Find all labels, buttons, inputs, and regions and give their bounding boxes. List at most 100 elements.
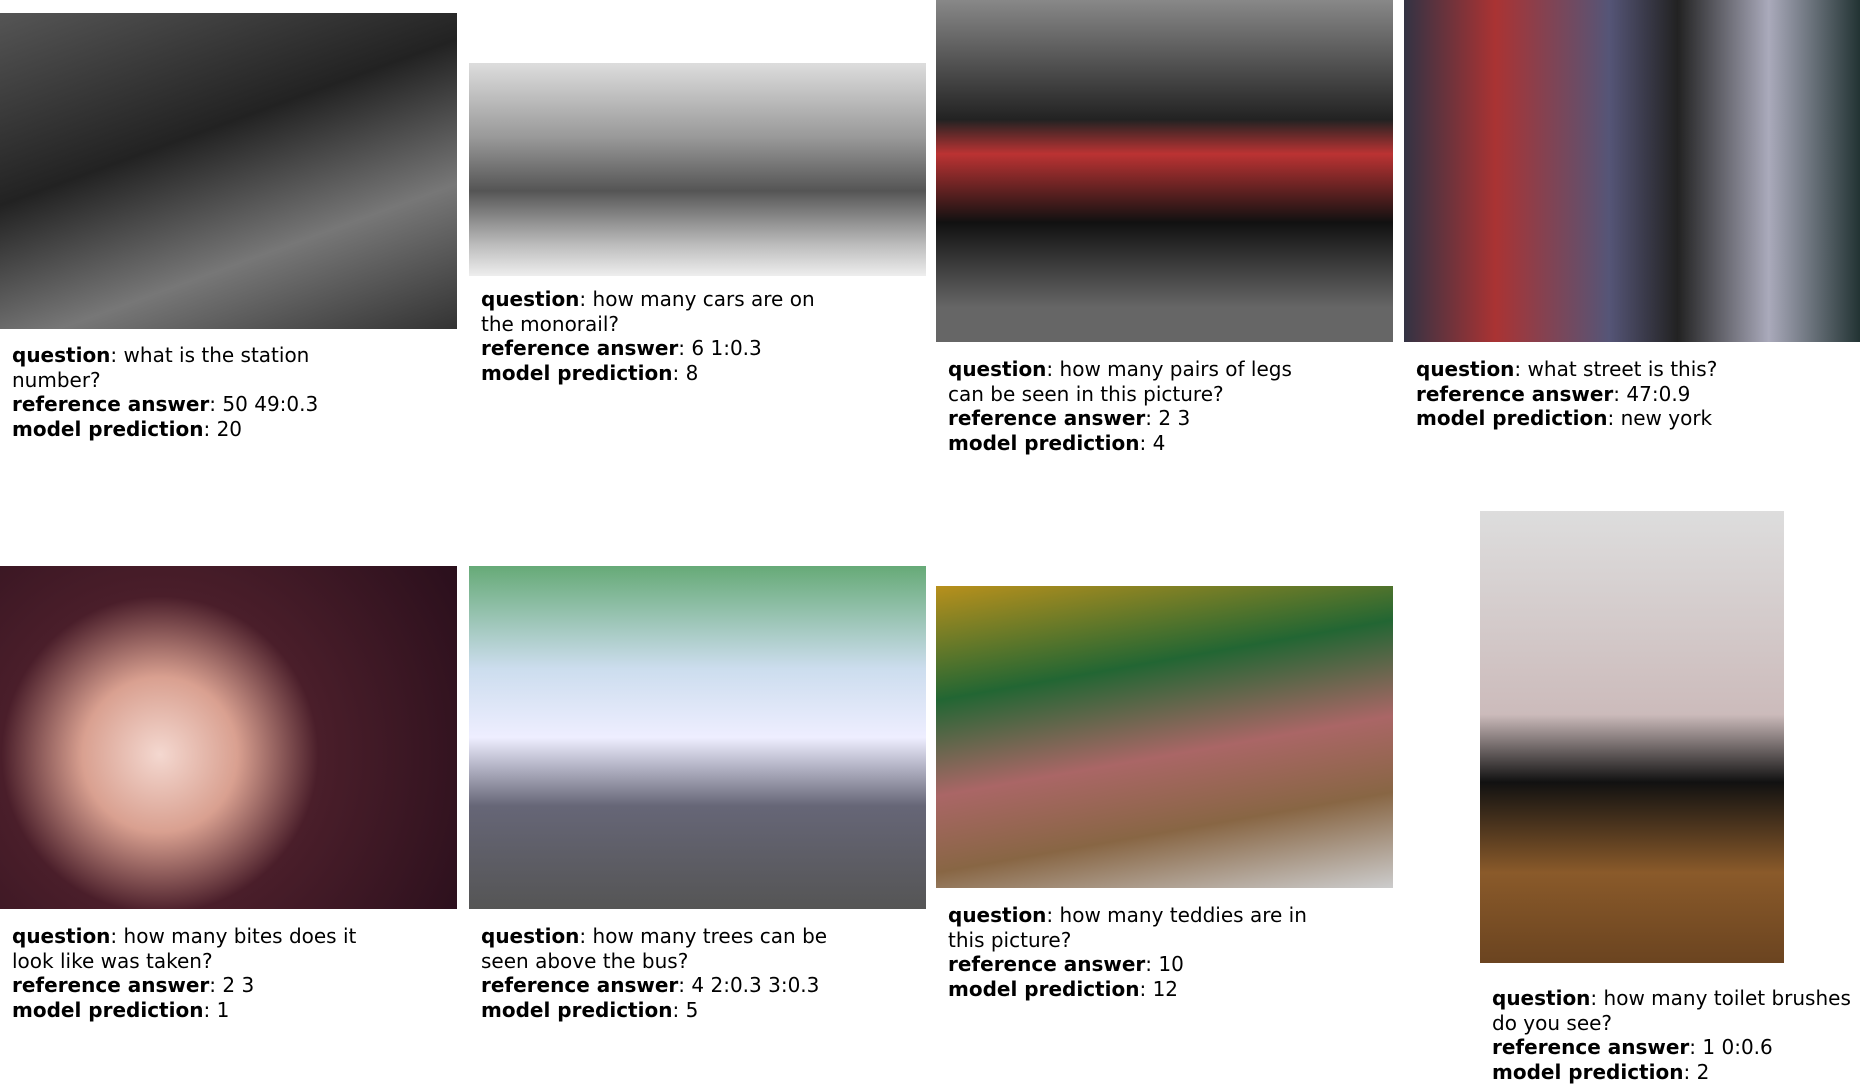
field-label: question [481, 924, 580, 948]
photo [469, 566, 926, 909]
field-label: question [12, 343, 111, 367]
caption: question: how many pairs of legs can be … [948, 357, 1318, 455]
caption-line: reference answer: 6 1:0.3 [481, 336, 851, 361]
separator: : [203, 997, 217, 1022]
photo [0, 13, 457, 329]
separator: : [1689, 1035, 1703, 1059]
field-label: model prediction [12, 997, 204, 1022]
field-label: model prediction [481, 997, 673, 1022]
field-value: 4 2:0.3 3:0.3 [691, 973, 820, 997]
separator: : [1046, 357, 1060, 381]
photo [0, 566, 457, 909]
field-label: reference answer [948, 952, 1146, 976]
caption-line: model prediction: new york [1416, 406, 1786, 431]
separator: : [678, 336, 692, 360]
field-value: how many toilet brushes do you see? [1492, 986, 1851, 1035]
separator: : [1145, 952, 1159, 976]
caption: question: how many toilet brushes do you… [1492, 986, 1860, 1084]
field-label: question [12, 924, 111, 948]
separator: : [672, 360, 686, 385]
caption-line: reference answer: 47:0.9 [1416, 382, 1786, 407]
field-label: question [948, 903, 1047, 927]
caption-line: model prediction: 5 [481, 998, 851, 1023]
photo [936, 0, 1393, 342]
caption-line: reference answer: 2 3 [12, 973, 382, 998]
field-label: model prediction [1492, 1059, 1684, 1084]
field-value: 2 3 [222, 973, 255, 997]
separator: : [203, 416, 217, 441]
field-value: 47:0.9 [1626, 381, 1691, 406]
field-value: 2 [1696, 1059, 1710, 1084]
field-label: reference answer [481, 973, 679, 997]
field-label: reference answer [481, 336, 679, 360]
photo [1480, 511, 1784, 963]
caption-line: question: how many toilet brushes do you… [1492, 986, 1860, 1035]
caption-line: question: what is the station number? [12, 343, 382, 392]
photo [936, 586, 1393, 888]
field-value: 50 49:0.3 [222, 392, 319, 416]
caption: question: what is the station number? ref… [12, 343, 382, 441]
field-value: what street is this? [1527, 357, 1718, 381]
field-label: question [1492, 986, 1591, 1010]
separator: : [579, 924, 593, 948]
field-label: model prediction [948, 976, 1140, 1001]
field-value: how many teddies are in this picture? [948, 903, 1307, 952]
separator: : [110, 924, 124, 948]
separator: : [672, 997, 686, 1022]
field-value: 1 0:0.6 [1702, 1035, 1773, 1059]
separator: : [1139, 430, 1153, 455]
caption-line: reference answer: 50 49:0.3 [12, 392, 382, 417]
caption: question: how many bites does it look li… [12, 924, 382, 1022]
field-label: reference answer [948, 406, 1146, 430]
separator: : [1514, 357, 1528, 381]
caption-line: question: how many cars are on the monor… [481, 287, 851, 336]
field-value: how many pairs of legs can be seen in th… [948, 357, 1292, 406]
field-label: question [1416, 357, 1515, 381]
field-value: new york [1620, 406, 1713, 430]
field-label: reference answer [1492, 1035, 1690, 1059]
field-value: 12 [1152, 976, 1179, 1001]
separator: : [1607, 406, 1621, 430]
field-value: what is the station number? [12, 343, 310, 392]
separator: : [110, 343, 124, 367]
field-value: 10 [1158, 952, 1184, 976]
caption-line: question: how many pairs of legs can be … [948, 357, 1318, 406]
field-label: reference answer [1416, 381, 1614, 406]
separator: : [579, 287, 593, 311]
field-value: how many trees can be seen above the bus… [481, 924, 828, 973]
field-label: model prediction [481, 360, 673, 385]
field-label: reference answer [12, 392, 210, 416]
separator: : [1613, 381, 1627, 406]
caption-line: model prediction: 8 [481, 361, 851, 386]
separator: : [1590, 986, 1604, 1010]
photo [1404, 0, 1860, 342]
caption: question: what street is this? reference … [1416, 357, 1786, 431]
photo [469, 63, 926, 276]
separator: : [209, 392, 223, 416]
field-value: 2 3 [1158, 406, 1191, 430]
caption-line: model prediction: 12 [948, 977, 1318, 1002]
caption-line: reference answer: 1 0:0.6 [1492, 1035, 1860, 1060]
caption: question: how many trees can be seen abo… [481, 924, 851, 1022]
caption-line: model prediction: 2 [1492, 1060, 1860, 1085]
caption-line: model prediction: 1 [12, 998, 382, 1023]
field-label: model prediction [948, 430, 1140, 455]
caption-line: question: how many teddies are in this p… [948, 903, 1318, 952]
caption-line: model prediction: 4 [948, 431, 1318, 456]
separator: : [1683, 1059, 1697, 1084]
field-label: reference answer [12, 973, 210, 997]
caption: question: how many cars are on the monor… [481, 287, 851, 385]
caption-line: reference answer: 10 [948, 952, 1318, 977]
field-value: 4 [1152, 430, 1166, 455]
field-label: question [481, 287, 580, 311]
field-label: model prediction [12, 416, 204, 441]
caption-line: model prediction: 20 [12, 417, 382, 442]
field-value: how many cars are on the monorail? [481, 287, 815, 336]
field-value: how many bites does it look like was tak… [12, 924, 357, 973]
field-value: 8 [685, 360, 699, 385]
separator: : [209, 973, 223, 997]
caption: question: how many teddies are in this p… [948, 903, 1318, 1001]
caption-line: reference answer: 2 3 [948, 406, 1318, 431]
field-value: 20 [216, 416, 243, 441]
